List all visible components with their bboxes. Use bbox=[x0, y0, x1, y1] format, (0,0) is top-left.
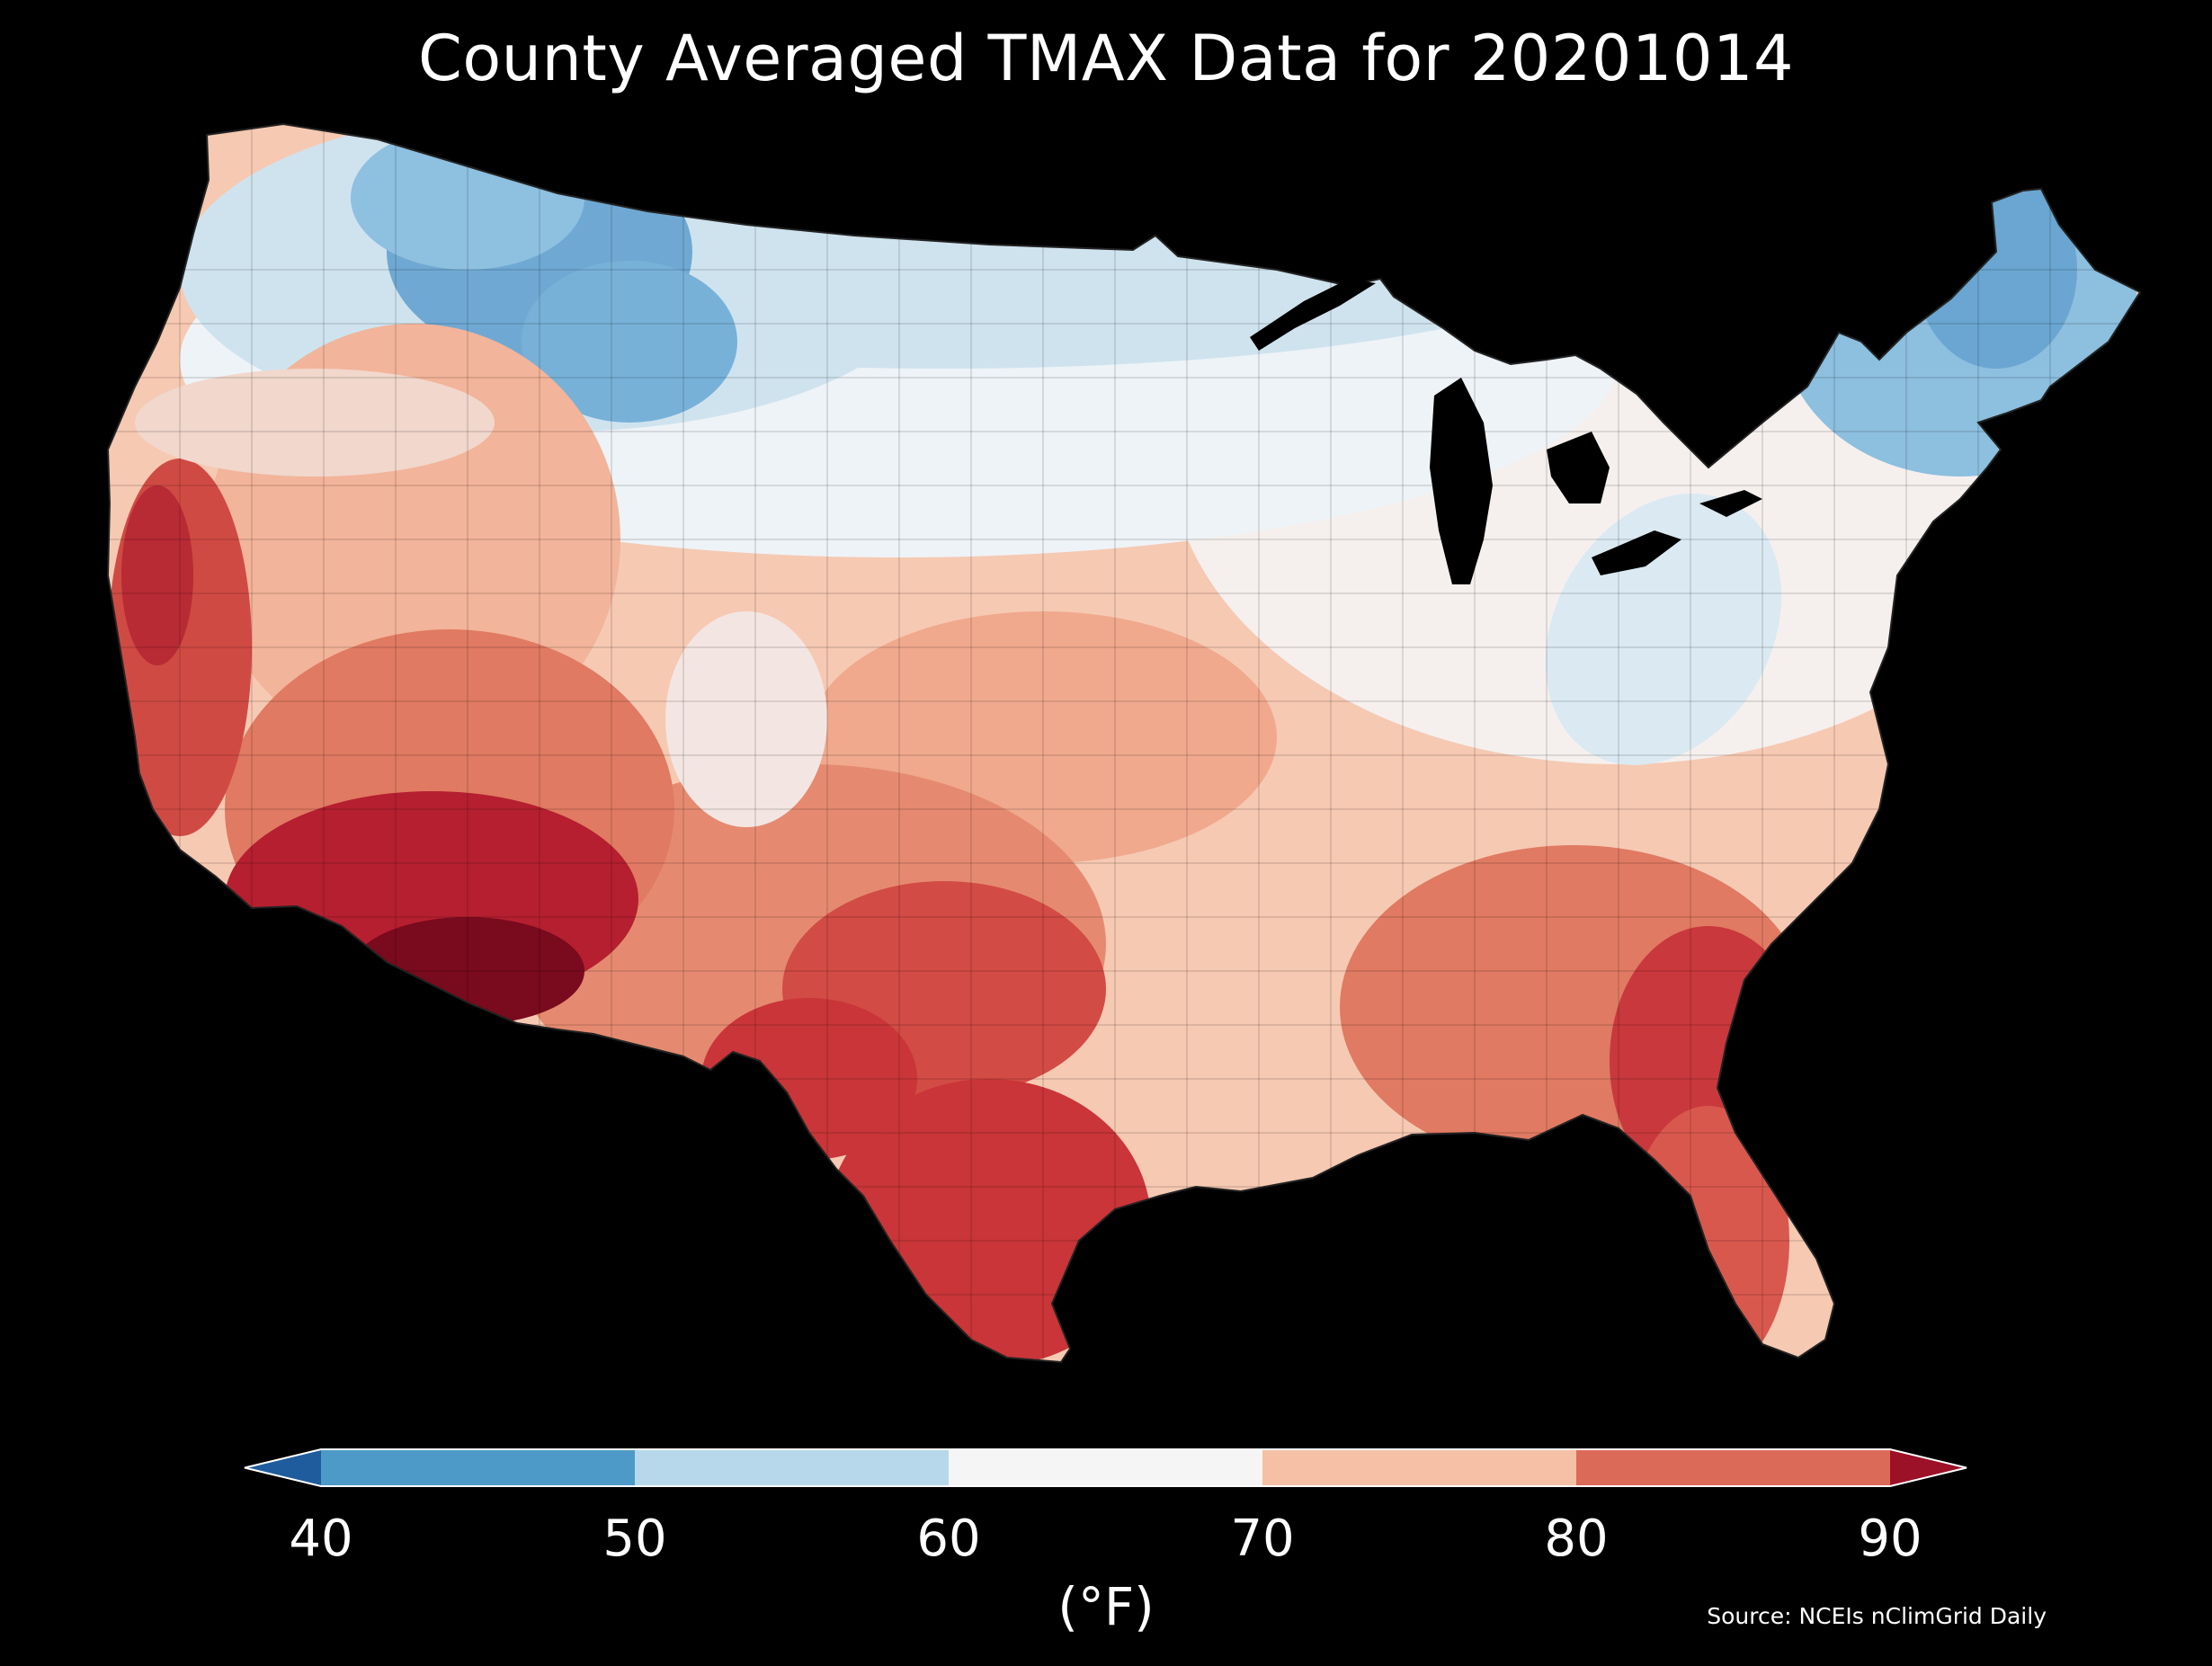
colorbar-outline bbox=[244, 1448, 1967, 1487]
source-credit: Source: NCEIs nClimGrid Daily bbox=[1707, 1603, 2047, 1629]
colorbar-bin bbox=[635, 1449, 950, 1486]
map-title: County Averaged TMAX Data for 20201014 bbox=[417, 22, 1795, 95]
colorbar-bin bbox=[949, 1449, 1263, 1486]
colorbar-unit-label: (°F) bbox=[1057, 1576, 1155, 1637]
colorbar-extend-high bbox=[1890, 1449, 1967, 1486]
colorbar-tick-label: 80 bbox=[1544, 1510, 1609, 1568]
colorbar-tick-label: 90 bbox=[1858, 1510, 1922, 1568]
colorbar-tick-label: 60 bbox=[916, 1510, 981, 1568]
colorbar-bin bbox=[1262, 1449, 1577, 1486]
colorbar-tick-label: 40 bbox=[289, 1510, 353, 1568]
colorbar-bin bbox=[321, 1449, 636, 1486]
lake-erie bbox=[1592, 530, 1681, 575]
county-lines bbox=[108, 124, 2140, 1362]
colorbar-bin bbox=[1576, 1449, 1891, 1486]
us-outline bbox=[106, 122, 2142, 1364]
lake-ontario bbox=[1699, 490, 1762, 517]
colorbar-extend-low bbox=[245, 1449, 321, 1486]
lake-superior bbox=[1250, 279, 1376, 351]
colorbar-tick-label: 70 bbox=[1230, 1510, 1295, 1568]
lake-huron bbox=[1547, 432, 1610, 503]
colorbar-tick-label: 50 bbox=[602, 1510, 667, 1568]
lake-michigan bbox=[1430, 378, 1493, 584]
